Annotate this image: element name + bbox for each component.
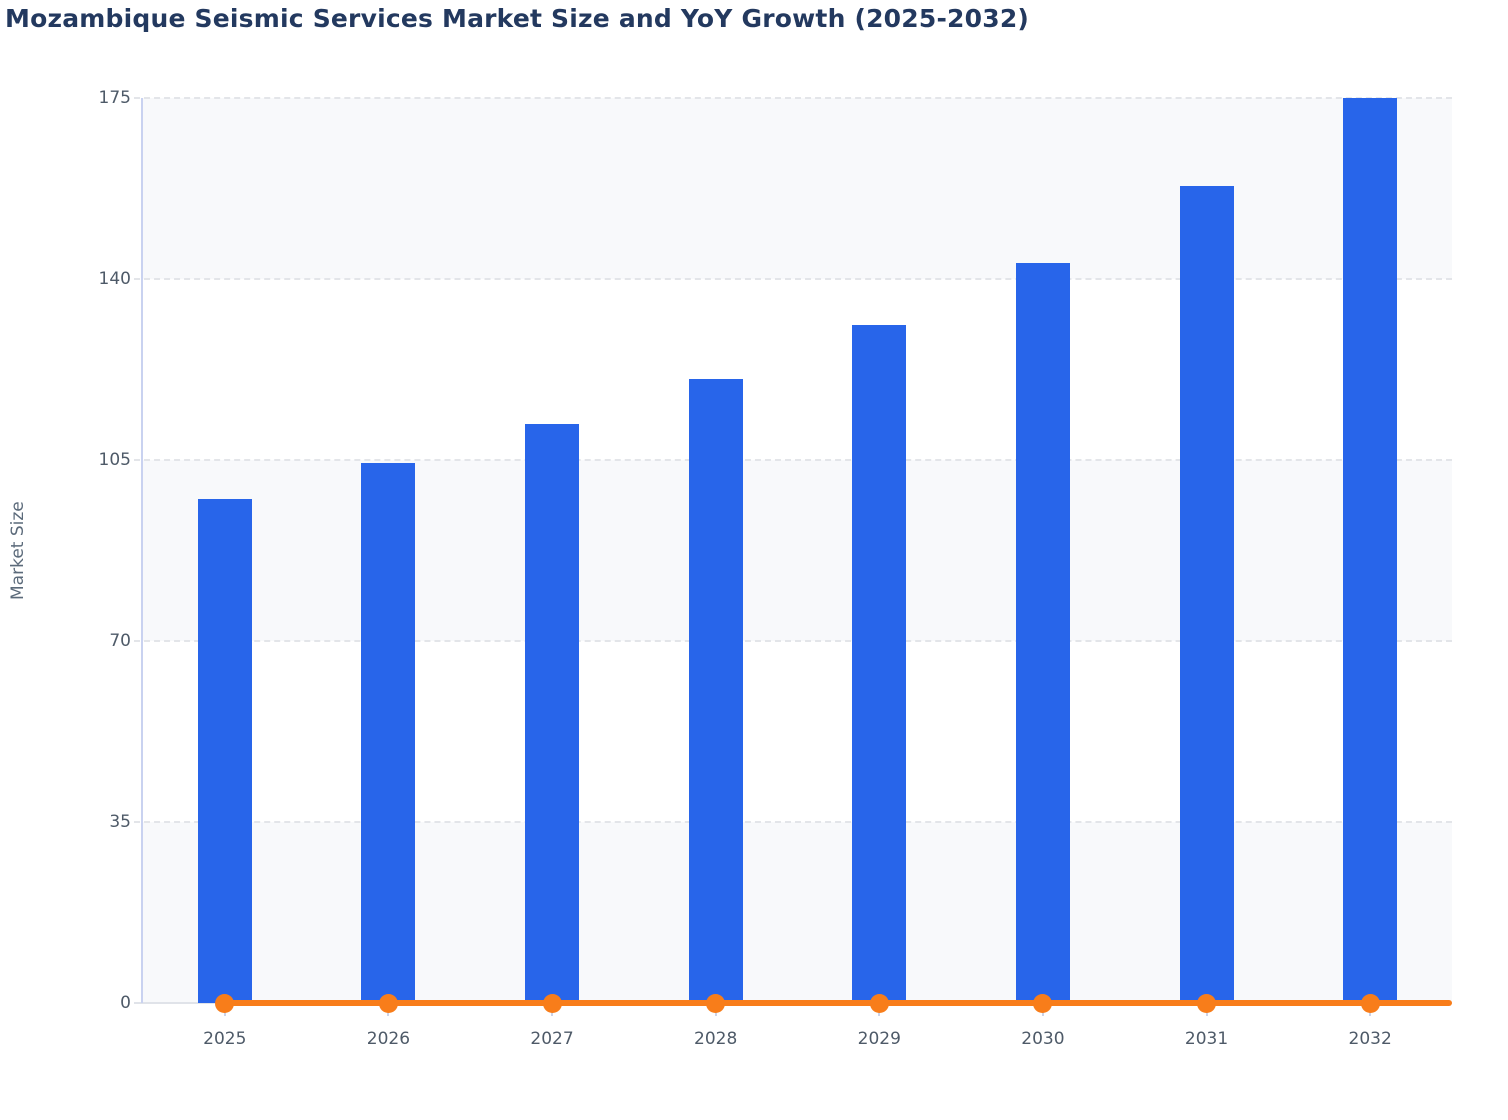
- yoy-growth-line: [224, 1000, 1452, 1006]
- bar-2026[interactable]: [361, 462, 416, 1003]
- bar-2032[interactable]: [1343, 98, 1398, 1003]
- plot-band: [143, 822, 1452, 1003]
- x-axis-label: 2026: [366, 1029, 411, 1049]
- y-axis-title: Market Size: [8, 501, 28, 600]
- x-axis-label: 2025: [203, 1029, 247, 1049]
- x-axis-label: 2032: [1348, 1029, 1392, 1049]
- y-axis-line: [141, 98, 143, 1003]
- y-axis-tick-label: 70: [109, 631, 131, 651]
- plot-band: [143, 98, 1452, 279]
- bar-2030[interactable]: [1015, 262, 1070, 1003]
- y-axis-tick-label: 175: [98, 88, 131, 108]
- x-axis-label: 2029: [857, 1029, 901, 1049]
- y-axis-tick-label: 35: [109, 812, 131, 832]
- bar-2025[interactable]: [197, 499, 252, 1003]
- yoy-marker-2028[interactable]: [706, 993, 726, 1013]
- y-axis-tick-label: 105: [98, 450, 131, 470]
- bar-2027[interactable]: [525, 424, 580, 1003]
- gridline: [134, 640, 1452, 642]
- bar-2028[interactable]: [688, 379, 743, 1003]
- bar-2029[interactable]: [852, 325, 907, 1003]
- gridline: [134, 459, 1452, 461]
- yoy-marker-2025[interactable]: [215, 993, 235, 1013]
- x-axis-label: 2031: [1184, 1029, 1229, 1049]
- yoy-marker-2030[interactable]: [1033, 993, 1053, 1013]
- bar-2031[interactable]: [1179, 186, 1234, 1003]
- gridline: [134, 97, 1452, 99]
- yoy-marker-2027[interactable]: [542, 993, 562, 1013]
- yoy-marker-2029[interactable]: [869, 993, 889, 1013]
- x-axis-label: 2030: [1021, 1029, 1065, 1049]
- x-axis-label: 2028: [694, 1029, 738, 1049]
- yoy-marker-2032[interactable]: [1360, 993, 1380, 1013]
- plot-area: 0 35 70 105 140 175 2025 2026 2027 2028 2029 2030 20…: [99, 88, 1452, 1049]
- yoy-marker-2026[interactable]: [378, 993, 398, 1013]
- chart-title: Mozambique Seismic Services Market Size …: [5, 4, 1030, 33]
- y-axis-tick-label: 140: [98, 269, 131, 289]
- x-axis-label: 2027: [530, 1029, 574, 1049]
- yoy-marker-2031[interactable]: [1197, 993, 1217, 1013]
- plot-band: [143, 460, 1452, 641]
- y-axis-tick-label: 0: [120, 993, 131, 1013]
- gridline: [134, 821, 1452, 823]
- gridline: [134, 278, 1452, 280]
